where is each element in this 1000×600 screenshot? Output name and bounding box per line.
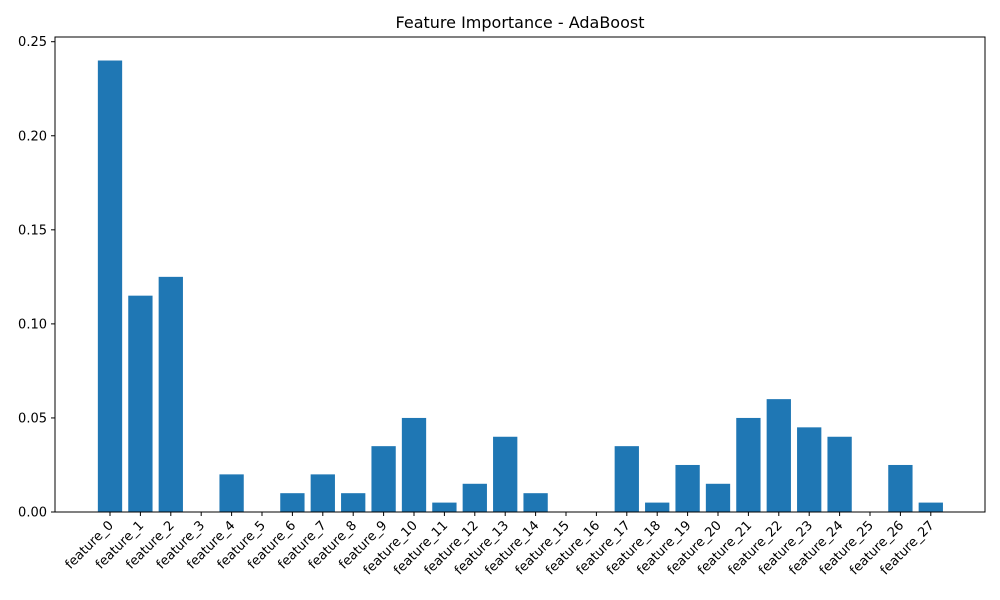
bar-feature_6 <box>280 493 305 512</box>
bar-feature_19 <box>675 464 700 512</box>
bar-feature_18 <box>645 502 670 512</box>
y-tick-label: 0.25 <box>18 35 47 50</box>
bar-feature_10 <box>401 417 427 512</box>
bar-feature_24 <box>827 436 852 512</box>
bar-feature_9 <box>371 446 396 512</box>
bar-feature_4 <box>219 474 244 512</box>
bar-feature_26 <box>888 464 913 512</box>
bar-feature_23 <box>797 427 822 512</box>
bar-feature_27 <box>918 502 943 512</box>
bar-feature_21 <box>736 417 761 512</box>
bar-feature_22 <box>766 399 791 512</box>
bar-feature_0 <box>97 60 123 512</box>
bar-feature_14 <box>523 493 548 512</box>
y-tick-label: 0.05 <box>18 411 47 426</box>
bar-feature_1 <box>128 295 153 512</box>
bar-feature_12 <box>462 483 487 512</box>
bar-feature_8 <box>341 493 366 512</box>
bar-feature_11 <box>432 502 457 512</box>
plot-frame <box>54 36 986 513</box>
bar-feature_17 <box>614 446 639 512</box>
bars-group <box>97 60 943 512</box>
y-tick-label: 0.15 <box>18 223 47 238</box>
y-tick-label: 0.10 <box>18 317 47 332</box>
y-tick-label: 0.20 <box>18 129 47 144</box>
bar-feature_20 <box>705 483 731 512</box>
chart-title: Feature Importance - AdaBoost <box>396 13 645 32</box>
y-tick-label: 0.00 <box>18 506 47 521</box>
y-axis: 0.00 0.05 0.10 0.15 0.20 0.25 <box>18 35 55 521</box>
x-axis: feature_0feature_1feature_2feature_3feat… <box>63 512 938 578</box>
bar-feature_7 <box>310 474 335 512</box>
bar-feature_13 <box>493 436 518 512</box>
bar-feature_2 <box>158 276 183 512</box>
